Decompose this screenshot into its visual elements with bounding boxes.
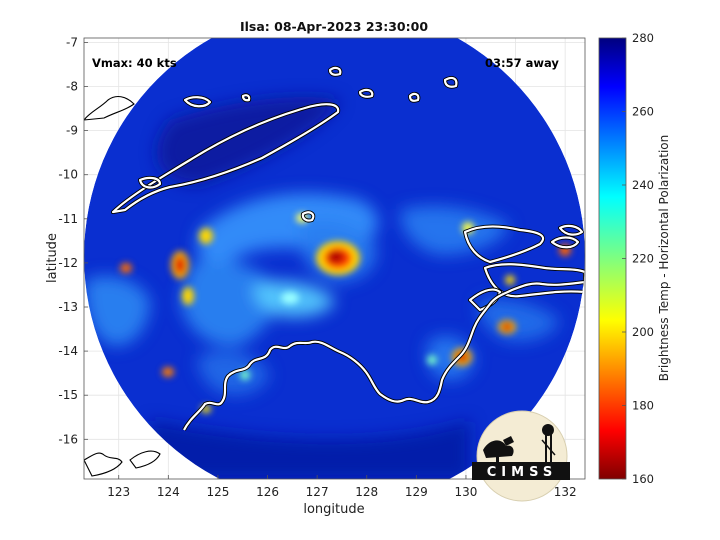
y-tick-label: -7 (66, 35, 78, 49)
x-tick-label: 125 (206, 485, 229, 499)
microwave-swath (84, 38, 585, 479)
coastline-segment (558, 224, 584, 236)
y-axis-label: latitude (45, 233, 60, 283)
coastline-segment (328, 66, 342, 76)
coastline-segment (550, 236, 580, 249)
x-tick-label: 124 (157, 485, 180, 499)
coastline-segment (463, 225, 545, 264)
y-tick-label: -8 (66, 80, 78, 94)
x-tick-label: 126 (256, 485, 279, 499)
colorbar (598, 37, 627, 480)
cimss-logo-icon: CIMSS (472, 410, 570, 502)
colorbar-tick-label: 180 (632, 399, 654, 413)
x-tick-label: 130 (454, 485, 477, 499)
y-tick-label: -16 (58, 432, 78, 446)
y-tick-label: -10 (58, 168, 78, 182)
map-title: Ilsa: 08-Apr-2023 23:30:00 (240, 19, 428, 34)
y-tick-label: -13 (58, 300, 78, 314)
y-tick-label: -14 (58, 344, 78, 358)
colorbar-tick-label: 220 (632, 252, 654, 266)
colorbar-label: Brightness Temp - Horizontal Polarizatio… (657, 135, 671, 382)
coastline-segment (183, 96, 212, 108)
y-tick-label: -12 (58, 256, 78, 270)
x-tick-label: 123 (107, 485, 130, 499)
vmax-label: Vmax: 40 kts (92, 56, 177, 70)
coastline-inside-swath (111, 65, 585, 431)
swath-convective-cells (120, 213, 571, 413)
x-axis-label: longitude (303, 502, 364, 517)
x-tick-label: 129 (405, 485, 428, 499)
map-plot-area (84, 38, 585, 479)
x-axis-ticks: 123124125126127128129130131132 (107, 475, 577, 499)
coastline-segment (358, 88, 374, 98)
y-axis-ticks: -7 -8 -9 -10 -11 -12 -13 -14 -15 -16 (58, 35, 88, 446)
colorbar-ticks: 280 260 240 220 200 180 160 (622, 31, 654, 486)
axes-frame (83, 37, 586, 480)
coastline-segment (483, 263, 585, 298)
y-tick-label: -11 (58, 212, 78, 226)
coastline-segment (84, 95, 135, 121)
y-tick-label: -9 (66, 124, 78, 138)
coastline-segment (138, 176, 162, 189)
colorbar-tick-label: 160 (632, 472, 654, 486)
colorbar-tick-label: 200 (632, 325, 654, 339)
y-tick-label: -15 (58, 388, 78, 402)
coastline-segment (129, 450, 161, 469)
coastline-segment (183, 280, 585, 431)
logo-text: CIMSS (487, 465, 557, 480)
colorbar-tick-label: 240 (632, 178, 654, 192)
coastline-segment (241, 94, 251, 102)
x-tick-label: 128 (355, 485, 378, 499)
coastline-segment (408, 92, 420, 102)
colorbar-tick-label: 260 (632, 105, 654, 119)
coastline-segment (84, 452, 123, 477)
coastline-segment (301, 211, 315, 222)
x-tick-label: 132 (554, 485, 577, 499)
coastline-segment (111, 103, 340, 214)
colorbar-tick-label: 280 (632, 31, 654, 45)
time-away-label: 03:57 away (485, 56, 559, 70)
x-tick-label: 127 (306, 485, 329, 499)
coastline-segment (443, 76, 458, 88)
